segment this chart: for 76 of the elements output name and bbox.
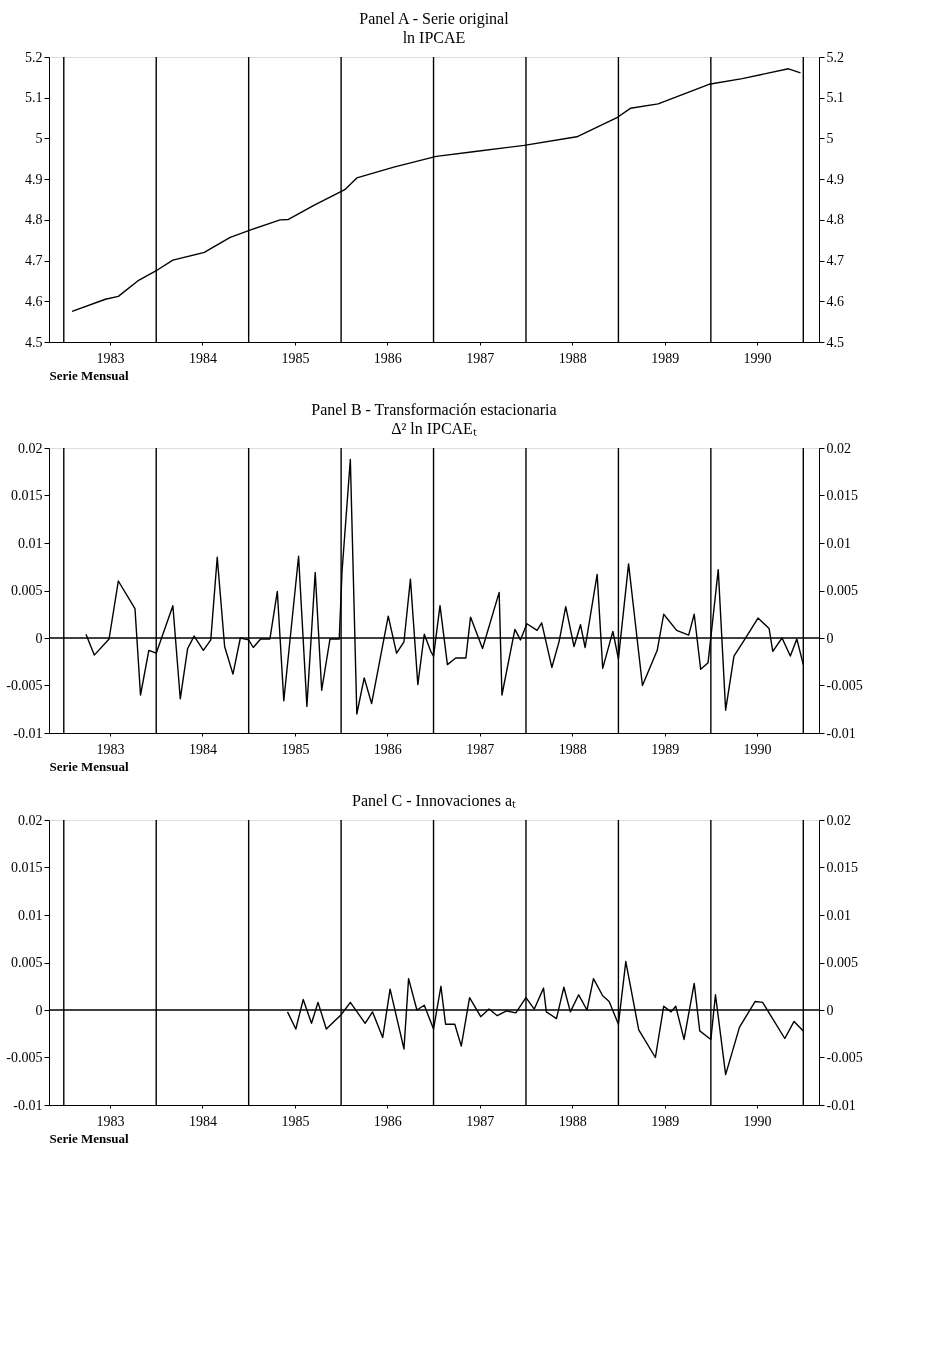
x-tick-label: 1984 bbox=[188, 1113, 217, 1129]
x-tick-label: 1986 bbox=[373, 741, 402, 757]
y-tick-label: 0.02 bbox=[18, 440, 43, 456]
chart-title: Panel C - Innovaciones aₜ bbox=[352, 792, 516, 809]
y-tick-label: 0 bbox=[35, 1002, 43, 1018]
y2-tick-label: 0.02 bbox=[826, 440, 851, 456]
x-axis-title: Serie Mensual bbox=[49, 758, 129, 774]
y-tick-label: -0.005 bbox=[6, 678, 43, 693]
x-tick-label: 1989 bbox=[651, 1113, 680, 1129]
y-tick-label: 4.9 bbox=[25, 171, 43, 187]
y2-tick-label: 4.8 bbox=[826, 212, 844, 228]
y2-tick-label: 0.005 bbox=[826, 583, 858, 598]
y-tick-label: 5 bbox=[35, 130, 43, 146]
y2-tick-label: -0.01 bbox=[826, 1097, 856, 1113]
y-tick-label: 0.01 bbox=[18, 907, 43, 923]
y2-tick-label: -0.005 bbox=[826, 1050, 863, 1065]
x-tick-label: 1988 bbox=[558, 741, 587, 757]
x-tick-label: 1988 bbox=[558, 350, 587, 366]
y2-tick-label: 5.2 bbox=[826, 49, 844, 65]
chart-subtitle: ln IPCAE bbox=[402, 29, 466, 46]
y-tick-label: 4.7 bbox=[25, 253, 43, 269]
y2-tick-label: 4.5 bbox=[826, 334, 844, 350]
x-tick-label: 1990 bbox=[743, 741, 772, 757]
y2-tick-label: -0.005 bbox=[826, 678, 863, 693]
y-tick-label: 0.01 bbox=[18, 535, 43, 551]
y2-tick-label: -0.01 bbox=[826, 725, 856, 741]
y-tick-label: 0.015 bbox=[11, 488, 43, 503]
y-tick-label: 4.5 bbox=[25, 334, 43, 350]
y2-tick-label: 0 bbox=[826, 1002, 834, 1018]
x-tick-label: 1984 bbox=[188, 350, 217, 366]
x-tick-label: 1987 bbox=[466, 350, 495, 366]
x-tick-label: 1984 bbox=[188, 741, 217, 757]
x-tick-label: 1989 bbox=[651, 350, 680, 366]
y2-tick-label: 0.015 bbox=[826, 488, 858, 503]
x-tick-label: 1987 bbox=[466, 741, 495, 757]
y-tick-label: 5.2 bbox=[25, 49, 43, 65]
x-tick-label: 1983 bbox=[96, 350, 125, 366]
x-tick-label: 1986 bbox=[373, 1113, 402, 1129]
x-tick-label: 1983 bbox=[96, 741, 125, 757]
x-tick-label: 1985 bbox=[281, 350, 310, 366]
chart-title: Panel A - Serie original bbox=[359, 10, 510, 28]
x-tick-label: 1987 bbox=[466, 1113, 495, 1129]
x-tick-label: 1988 bbox=[558, 1113, 587, 1129]
y-tick-label: 5.1 bbox=[25, 90, 43, 106]
x-tick-label: 1989 bbox=[651, 741, 680, 757]
y-tick-label: 0 bbox=[35, 630, 43, 646]
x-tick-label: 1990 bbox=[743, 350, 772, 366]
y-tick-label: -0.01 bbox=[13, 725, 43, 741]
x-tick-label: 1986 bbox=[373, 350, 402, 366]
y-tick-label: 0.005 bbox=[11, 583, 43, 598]
chart-title: Panel B - Transformación estacionaria bbox=[311, 401, 557, 418]
y-tick-label: 0.015 bbox=[11, 860, 43, 875]
y-tick-label: 0.005 bbox=[11, 955, 43, 970]
y2-tick-label: 4.6 bbox=[826, 293, 844, 309]
y-tick-label: 4.6 bbox=[25, 293, 43, 309]
y-tick-label: -0.005 bbox=[6, 1050, 43, 1065]
y2-tick-label: 0.02 bbox=[826, 812, 851, 828]
y2-tick-label: 4.9 bbox=[826, 171, 844, 187]
y2-tick-label: 0.015 bbox=[826, 860, 858, 875]
y2-tick-label: 0.01 bbox=[826, 535, 851, 551]
y2-tick-label: 0.005 bbox=[826, 955, 858, 970]
x-tick-label: 1990 bbox=[743, 1113, 772, 1129]
x-tick-label: 1985 bbox=[281, 741, 310, 757]
y2-tick-label: 0 bbox=[826, 630, 834, 646]
y-tick-label: 4.8 bbox=[25, 212, 43, 228]
x-axis-title: Serie Mensual bbox=[49, 367, 129, 383]
chart-subtitle: Δ² ln IPCAEₜ bbox=[391, 420, 477, 437]
y2-tick-label: 4.7 bbox=[826, 253, 844, 269]
x-tick-label: 1983 bbox=[96, 1113, 125, 1129]
y2-tick-label: 5 bbox=[826, 130, 834, 146]
y2-tick-label: 0.01 bbox=[826, 907, 851, 923]
y-tick-label: -0.01 bbox=[13, 1097, 43, 1113]
x-axis-title: Serie Mensual bbox=[49, 1130, 129, 1146]
x-tick-label: 1985 bbox=[281, 1113, 310, 1129]
y2-tick-label: 5.1 bbox=[826, 90, 844, 106]
y-tick-label: 0.02 bbox=[18, 812, 43, 828]
